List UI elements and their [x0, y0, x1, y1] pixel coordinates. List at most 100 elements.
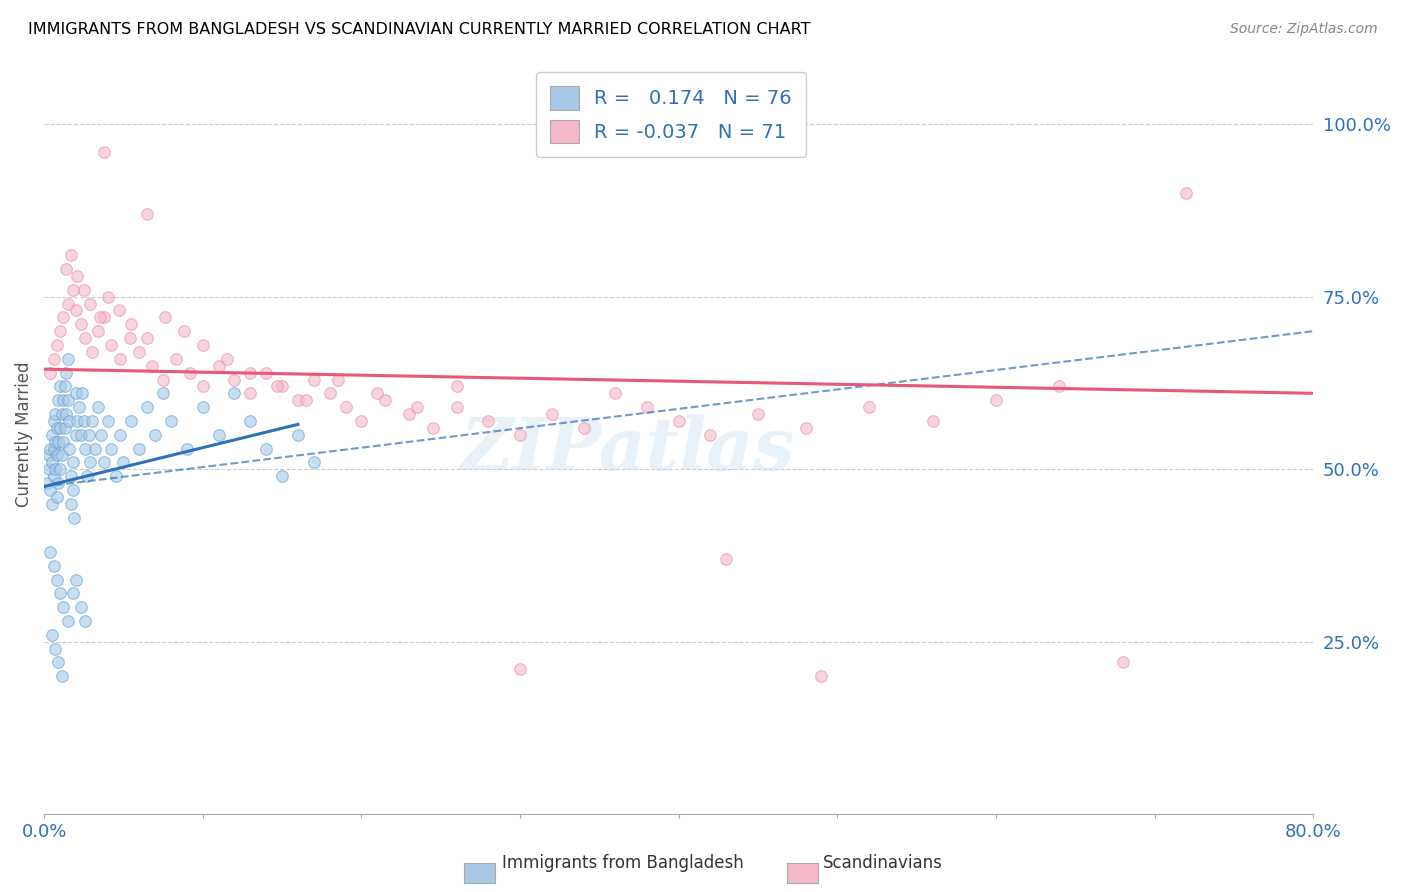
Point: [73, 283, 96, 297]
Point: [93, 145, 115, 159]
Point: [51, 669, 73, 683]
Point: [52, 393, 75, 408]
Point: [60, 248, 83, 262]
Point: [136, 400, 159, 414]
Point: [44, 407, 66, 421]
Point: [52, 600, 75, 615]
Point: [366, 386, 388, 401]
Point: [120, 414, 142, 428]
Text: Scandinavians: Scandinavians: [823, 855, 942, 872]
Point: [55, 262, 77, 277]
Point: [224, 386, 246, 401]
Text: Immigrants from Bangladesh: Immigrants from Bangladesh: [502, 855, 744, 872]
Point: [1112, 656, 1135, 670]
Point: [350, 414, 373, 428]
Point: [605, 386, 627, 401]
Point: [215, 351, 238, 366]
Point: [287, 427, 309, 442]
Point: [66, 268, 89, 283]
Point: [45, 490, 67, 504]
Point: [39, 442, 62, 456]
Point: [49, 421, 72, 435]
Point: [254, 442, 277, 456]
Point: [48, 434, 70, 449]
Point: [48, 476, 70, 491]
Point: [810, 669, 832, 683]
Point: [858, 400, 880, 414]
Point: [65, 573, 87, 587]
Point: [239, 414, 262, 428]
Point: [110, 427, 132, 442]
Point: [49, 462, 72, 476]
Point: [509, 427, 531, 442]
Point: [335, 400, 357, 414]
Point: [67, 400, 90, 414]
Point: [41, 455, 63, 469]
Point: [160, 414, 183, 428]
Point: [44, 462, 66, 476]
Point: [191, 400, 214, 414]
Point: [58, 414, 80, 428]
Point: [446, 400, 468, 414]
Point: [165, 351, 187, 366]
Point: [143, 427, 166, 442]
Point: [42, 351, 65, 366]
Point: [699, 427, 721, 442]
Point: [406, 400, 429, 414]
Point: [128, 442, 150, 456]
Point: [224, 372, 246, 386]
Point: [540, 407, 562, 421]
Point: [207, 359, 229, 373]
Point: [58, 442, 80, 456]
Point: [176, 442, 198, 456]
Point: [446, 379, 468, 393]
Point: [152, 372, 174, 386]
Point: [49, 379, 72, 393]
Text: Source: ZipAtlas.com: Source: ZipAtlas.com: [1230, 22, 1378, 37]
Point: [76, 469, 98, 483]
Point: [984, 393, 1007, 408]
Point: [136, 207, 159, 221]
Point: [80, 414, 103, 428]
Point: [37, 476, 59, 491]
Point: [62, 455, 84, 469]
Point: [112, 455, 135, 469]
Point: [287, 393, 309, 408]
Point: [65, 303, 87, 318]
Point: [75, 442, 97, 456]
Point: [41, 427, 63, 442]
Point: [60, 497, 83, 511]
Point: [141, 359, 163, 373]
Point: [422, 421, 444, 435]
Point: [39, 545, 62, 559]
Point: [1175, 186, 1198, 201]
Point: [39, 366, 62, 380]
Point: [77, 427, 100, 442]
Point: [302, 372, 325, 386]
Point: [120, 318, 142, 332]
Point: [53, 379, 76, 393]
Point: [266, 379, 288, 393]
Point: [75, 614, 97, 628]
Point: [295, 393, 318, 408]
Point: [42, 442, 65, 456]
Point: [318, 386, 340, 401]
Point: [38, 449, 60, 463]
Point: [302, 455, 325, 469]
Point: [191, 379, 214, 393]
Point: [48, 656, 70, 670]
Point: [794, 421, 817, 435]
Point: [1049, 379, 1071, 393]
Point: [100, 338, 122, 352]
Text: IMMIGRANTS FROM BANGLADESH VS SCANDINAVIAN CURRENTLY MARRIED CORRELATION CHART: IMMIGRANTS FROM BANGLADESH VS SCANDINAVI…: [28, 22, 811, 37]
Point: [42, 469, 65, 483]
Point: [87, 400, 110, 414]
Point: [747, 407, 769, 421]
Point: [104, 469, 127, 483]
Point: [921, 414, 943, 428]
Point: [136, 331, 159, 345]
Point: [477, 414, 499, 428]
Point: [191, 338, 214, 352]
Point: [80, 345, 103, 359]
Point: [42, 414, 65, 428]
